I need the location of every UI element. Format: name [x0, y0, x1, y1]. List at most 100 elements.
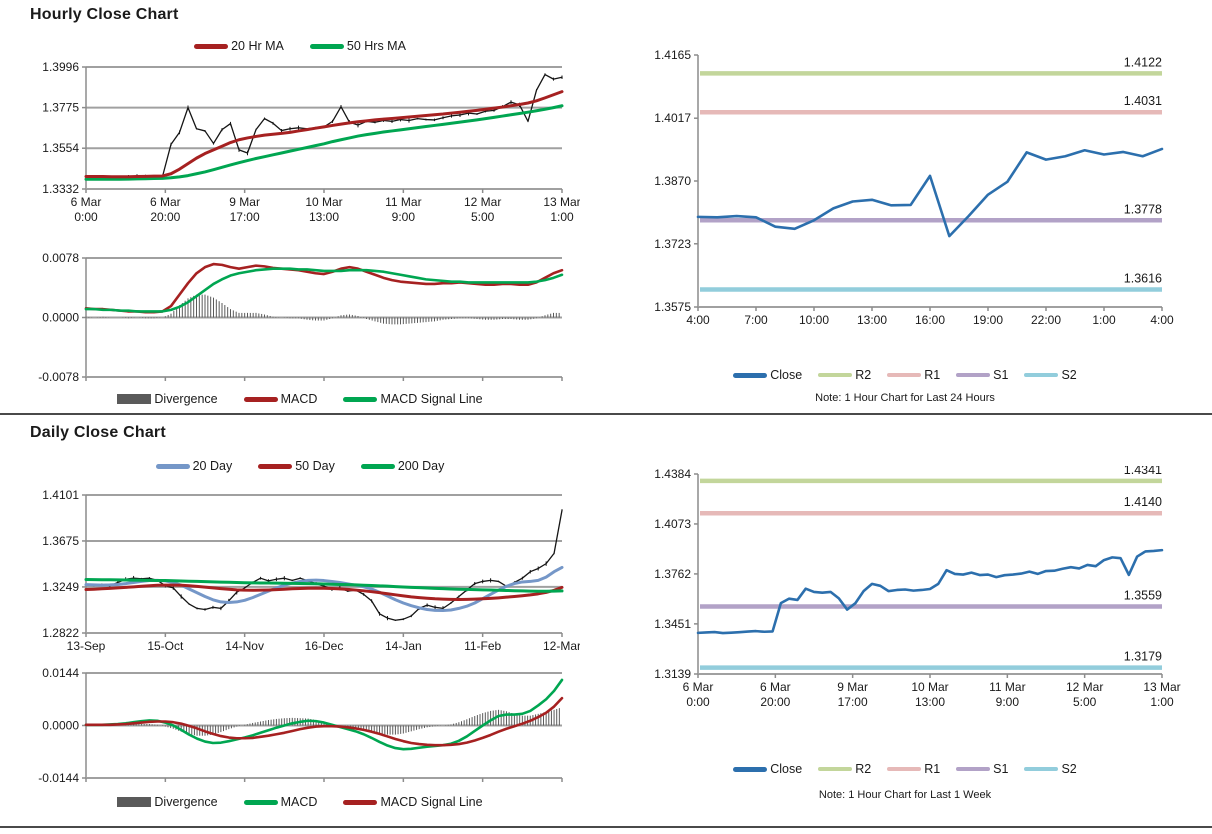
hourly-section-title: Hourly Close Chart [30, 6, 179, 23]
legend-swatch [360, 463, 395, 469]
svg-text:1.4341: 1.4341 [1124, 466, 1162, 477]
legend-item-50-day: 50 Day [258, 459, 335, 473]
svg-text:6 Mar: 6 Mar [71, 195, 102, 209]
svg-text:1.3996: 1.3996 [42, 60, 79, 74]
svg-text:13 Mar: 13 Mar [543, 195, 580, 209]
legend-swatch [258, 463, 293, 469]
legend-label: R2 [855, 368, 872, 382]
svg-text:1.2822: 1.2822 [42, 626, 79, 640]
legend-item-divergence: Divergence [117, 795, 218, 809]
svg-text:5:00: 5:00 [471, 210, 495, 224]
svg-text:1.3723: 1.3723 [654, 237, 691, 251]
svg-text:0.0078: 0.0078 [42, 251, 79, 265]
hourly-pivot-chart: 1.4165 1.4017 1.3870 1.3723 1.3575 4:00 7:00 10… [620, 36, 1190, 361]
legend-label: R1 [924, 368, 941, 382]
legend-swatch [155, 463, 190, 469]
svg-text:19:00: 19:00 [973, 313, 1003, 327]
legend-item-close: Close [733, 368, 802, 382]
daily-section-title: Daily Close Chart [30, 424, 166, 441]
svg-text:1.3332: 1.3332 [42, 182, 79, 196]
svg-text:0:00: 0:00 [74, 210, 98, 224]
svg-text:16:00: 16:00 [915, 313, 945, 327]
svg-text:1:00: 1:00 [1150, 695, 1174, 709]
legend-label: MACD [280, 392, 318, 406]
legend-label: MACD [280, 795, 318, 809]
svg-text:1.3575: 1.3575 [654, 300, 691, 314]
svg-text:1.3870: 1.3870 [654, 174, 691, 188]
svg-text:1.3762: 1.3762 [654, 567, 691, 581]
svg-text:1.3451: 1.3451 [654, 617, 691, 631]
svg-text:12 Mar: 12 Mar [1066, 680, 1103, 694]
svg-text:13:00: 13:00 [309, 210, 339, 224]
svg-text:12-Mar: 12-Mar [543, 639, 580, 653]
svg-text:9 Mar: 9 Mar [837, 680, 868, 694]
svg-text:5:00: 5:00 [1073, 695, 1097, 709]
svg-text:13-Sep: 13-Sep [67, 639, 106, 653]
svg-text:1.4165: 1.4165 [654, 48, 691, 62]
svg-text:13:00: 13:00 [915, 695, 945, 709]
legend-item-r2: R2 [818, 762, 871, 776]
svg-text:1.3775: 1.3775 [42, 101, 79, 115]
svg-text:9:00: 9:00 [996, 695, 1020, 709]
legend-swatch [887, 373, 922, 377]
hourly-macd-chart: 0.0078 0.0000 -0.0078 [20, 250, 580, 387]
svg-text:1.4140: 1.4140 [1124, 495, 1162, 509]
hourly-pivot-legend: Close R2 R1 S1 S2 [620, 366, 1190, 384]
legend-swatch [1024, 373, 1059, 377]
legend-item-20-hr-ma: 20 Hr MA [194, 39, 284, 53]
legend-swatch [818, 373, 853, 377]
legend-label: Close [770, 368, 803, 382]
legend-label: 20 Day [192, 459, 233, 473]
svg-text:9 Mar: 9 Mar [229, 195, 260, 209]
legend-item-20-day: 20 Day [155, 459, 233, 473]
daily-price-chart: 1.4101 1.3675 1.3249 1.2822 13-Sep 15-Oct 14-N… [20, 476, 581, 665]
hourly-price-chart: 1.3996 1.3775 1.3554 1.3332 6 Mar 0:00 6 Mar 20… [20, 56, 580, 243]
legend-label: Close [770, 762, 803, 776]
svg-text:1.4101: 1.4101 [42, 488, 79, 502]
legend-swatch [887, 767, 922, 771]
legend-item-50-hrs-ma: 50 Hrs MA [309, 39, 406, 53]
legend-item-200-day: 200 Day [360, 459, 445, 473]
svg-text:1.3139: 1.3139 [654, 667, 691, 681]
legend-swatch [194, 43, 229, 49]
svg-text:13:00: 13:00 [857, 313, 887, 327]
daily-pivot-note: Note: 1 Hour Chart for Last 1 Week [818, 789, 992, 801]
legend-item-macd-signal-line: MACD Signal Line [343, 795, 483, 809]
legend-item-macd: MACD [243, 392, 318, 406]
daily-pivot-legend: Close R2 R1 S1 S2 [620, 760, 1190, 778]
legend-swatch [117, 797, 152, 807]
legend-label: R1 [924, 762, 941, 776]
legend-item-s1: S1 [956, 762, 1008, 776]
legend-label: 50 Hrs MA [346, 39, 406, 53]
legend-label: S1 [993, 762, 1009, 776]
legend-label: 20 Hr MA [231, 39, 284, 53]
legend-label: Divergence [154, 795, 218, 809]
hourly-macd-legend: Divergence MACD MACD Signal Line [20, 390, 580, 408]
svg-text:1.3675: 1.3675 [42, 534, 79, 548]
legend-label: 200 Day [397, 459, 445, 473]
svg-text:22:00: 22:00 [1031, 313, 1061, 327]
svg-text:1.4384: 1.4384 [654, 467, 691, 481]
legend-swatch [343, 396, 378, 402]
svg-text:6 Mar: 6 Mar [150, 195, 181, 209]
hourly-macd-plot: 0.0078 0.0000 -0.0078 [38, 251, 564, 384]
legend-label: S2 [1061, 762, 1077, 776]
daily-price-legend: 20 Day 50 Day 200 Day [20, 457, 580, 475]
svg-text:13 Mar: 13 Mar [1143, 680, 1180, 694]
svg-text:4:00: 4:00 [1150, 313, 1174, 327]
svg-text:11 Mar: 11 Mar [989, 680, 1025, 694]
bottom-divider [0, 826, 1212, 828]
svg-text:1.3249: 1.3249 [42, 580, 79, 594]
daily-pivot-chart: 1.4384 1.4073 1.3762 1.3451 1.3139 6 Mar 0:00 6… [620, 463, 1190, 721]
svg-text:6 Mar: 6 Mar [760, 680, 791, 694]
svg-text:12 Mar: 12 Mar [464, 195, 501, 209]
legend-item-s1: S1 [956, 368, 1008, 382]
legend-label: S2 [1061, 368, 1077, 382]
legend-swatch [1024, 767, 1059, 771]
svg-text:6 Mar: 6 Mar [683, 680, 714, 694]
legend-swatch [733, 372, 768, 378]
section-divider [0, 413, 1212, 415]
